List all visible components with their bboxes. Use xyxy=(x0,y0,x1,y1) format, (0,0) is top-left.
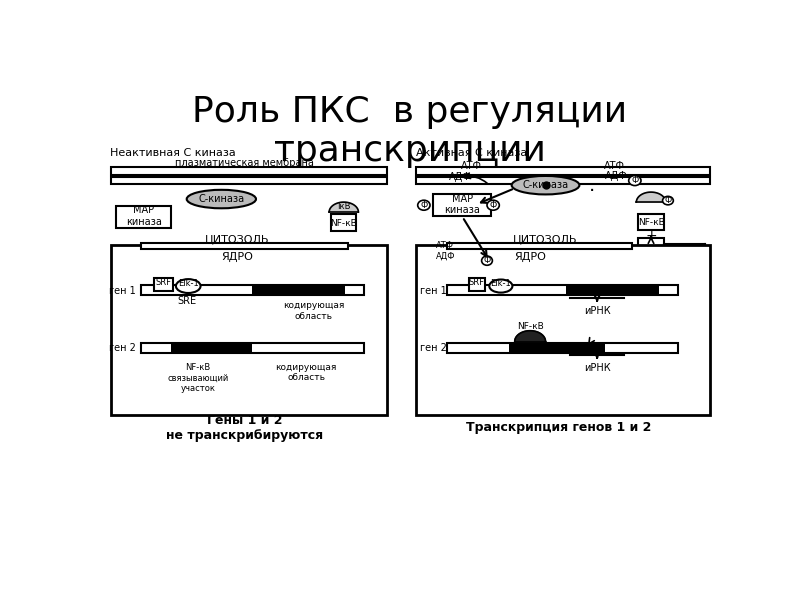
Bar xyxy=(566,285,658,295)
Text: Роль ПКС  в регуляции
транскрипции: Роль ПКС в регуляции транскрипции xyxy=(193,95,627,169)
Bar xyxy=(509,343,605,353)
Bar xyxy=(252,285,345,295)
Text: SRE: SRE xyxy=(177,296,196,305)
Bar xyxy=(111,177,387,184)
Text: С-киназа: С-киназа xyxy=(198,194,245,204)
Text: кодирующая
область: кодирующая область xyxy=(275,363,337,382)
Text: С-киназа: С-киназа xyxy=(522,180,569,190)
Text: Ф: Ф xyxy=(420,201,427,210)
Text: МАР
киназа: МАР киназа xyxy=(445,194,480,215)
Ellipse shape xyxy=(490,280,513,293)
Bar xyxy=(447,343,678,353)
Text: АДФ: АДФ xyxy=(449,172,471,182)
Text: Ф: Ф xyxy=(664,196,671,205)
Text: SRF: SRF xyxy=(155,278,171,287)
Bar xyxy=(141,285,364,295)
Ellipse shape xyxy=(512,176,579,194)
Text: ЦИТОЗОЛЬ: ЦИТОЗОЛЬ xyxy=(205,234,269,244)
Ellipse shape xyxy=(662,196,674,205)
Text: ЯДРО: ЯДРО xyxy=(514,252,546,262)
Text: Elk-1: Elk-1 xyxy=(178,279,198,288)
Bar xyxy=(469,278,486,292)
Text: NF-кВ
связывающий
участок: NF-кВ связывающий участок xyxy=(168,363,229,393)
Polygon shape xyxy=(514,331,546,341)
Text: Транскрипция генов 1 и 2: Транскрипция генов 1 и 2 xyxy=(466,421,651,434)
Bar xyxy=(447,243,632,249)
Text: АТФ: АТФ xyxy=(461,161,482,171)
Text: Ф: Ф xyxy=(483,256,490,265)
Text: ген 2: ген 2 xyxy=(110,343,136,353)
Text: NF-кВ: NF-кВ xyxy=(638,218,664,227)
Text: ген 1: ген 1 xyxy=(420,286,446,296)
Ellipse shape xyxy=(482,256,492,265)
Bar xyxy=(638,238,664,249)
Text: Активная С киназа: Активная С киназа xyxy=(416,148,527,158)
Bar xyxy=(111,245,387,415)
Text: Гены 1 и 2
не транскрибируются: Гены 1 и 2 не транскрибируются xyxy=(166,414,323,442)
Text: NF-кВ: NF-кВ xyxy=(330,219,357,228)
Text: ген 2: ген 2 xyxy=(420,343,446,353)
Text: плазматическая мембрана: плазматическая мембрана xyxy=(175,158,314,168)
Text: ЦИТОЗОЛЬ: ЦИТОЗОЛЬ xyxy=(514,234,578,244)
Ellipse shape xyxy=(487,200,499,210)
Text: ЯДРО: ЯДРО xyxy=(221,252,253,262)
Bar xyxy=(154,278,173,292)
Bar xyxy=(111,167,387,175)
Text: NF-кВ: NF-кВ xyxy=(517,322,543,331)
Bar xyxy=(638,214,664,230)
Text: Ф: Ф xyxy=(490,201,497,210)
Bar xyxy=(447,285,678,295)
Ellipse shape xyxy=(176,279,201,293)
Bar xyxy=(171,343,252,353)
Text: +: + xyxy=(645,229,657,243)
Bar xyxy=(433,194,491,216)
Text: иРНК: иРНК xyxy=(584,362,610,373)
Polygon shape xyxy=(329,202,358,212)
Text: АТФ
АДФ: АТФ АДФ xyxy=(436,241,455,260)
Bar xyxy=(141,243,349,249)
Text: Ф: Ф xyxy=(631,176,638,185)
Text: IкВ: IкВ xyxy=(337,202,350,211)
Text: .: . xyxy=(589,176,595,194)
Bar xyxy=(331,214,356,232)
Text: иРНК: иРНК xyxy=(584,305,610,316)
Text: МАР
киназа: МАР киназа xyxy=(126,205,162,227)
Text: SRF: SRF xyxy=(469,278,485,287)
Text: Elk-1: Elk-1 xyxy=(490,279,511,288)
Polygon shape xyxy=(636,192,666,202)
Bar xyxy=(416,177,710,184)
Text: АДФ: АДФ xyxy=(605,171,628,181)
Bar xyxy=(116,206,171,227)
Ellipse shape xyxy=(629,176,641,185)
Ellipse shape xyxy=(418,200,430,210)
Text: ген 1: ген 1 xyxy=(110,286,136,296)
Text: Неактивная С киназа: Неактивная С киназа xyxy=(110,148,235,158)
Text: кодирующая
область: кодирующая область xyxy=(283,301,345,321)
Bar xyxy=(416,167,710,175)
Text: АТФ: АТФ xyxy=(604,161,626,171)
Bar xyxy=(416,245,710,415)
Bar xyxy=(141,343,364,353)
Ellipse shape xyxy=(186,190,256,208)
